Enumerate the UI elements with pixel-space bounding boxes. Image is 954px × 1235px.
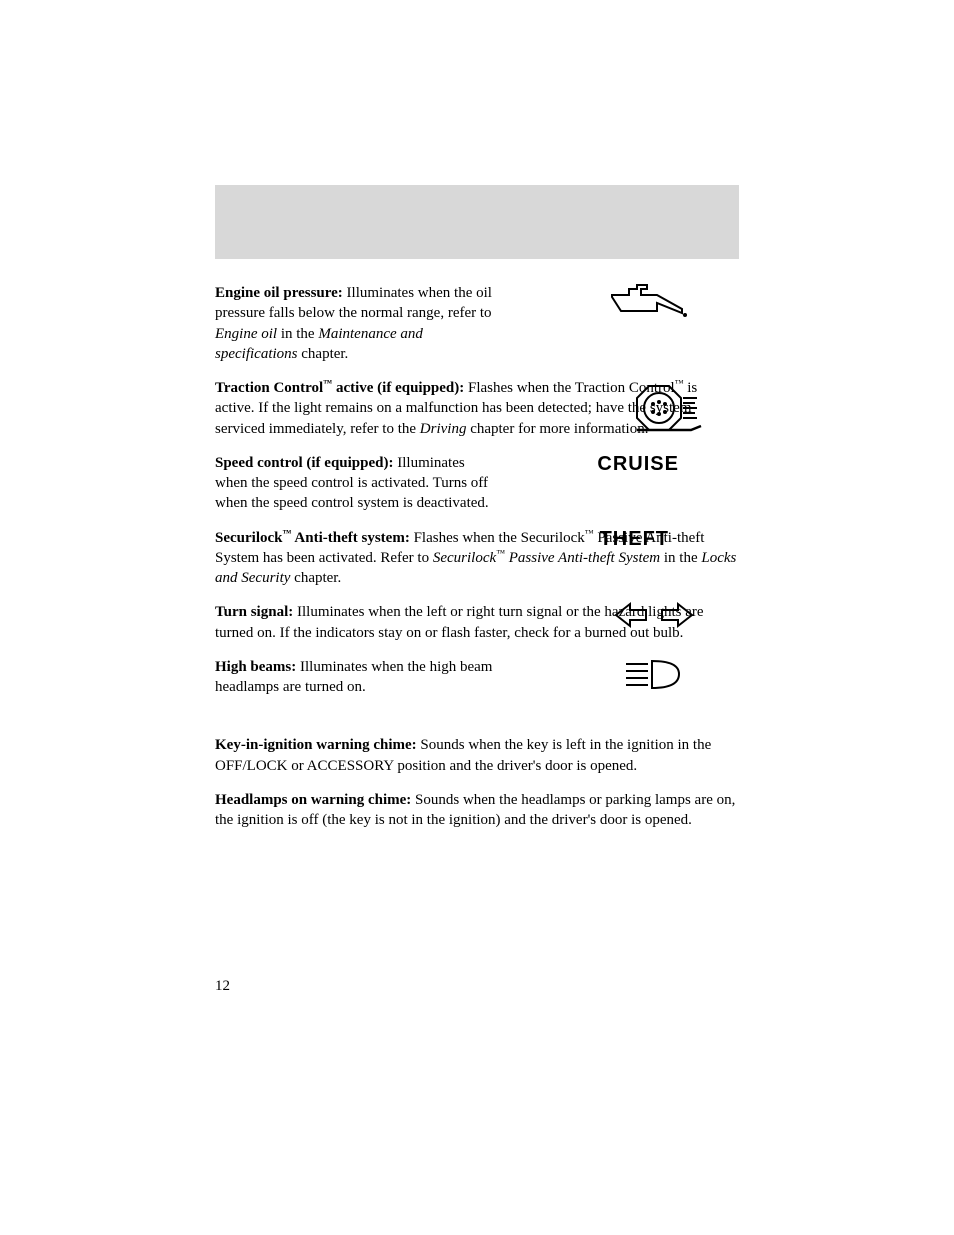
theft-label-icon: THEFT	[600, 528, 669, 551]
label: Securilock™ Anti-theft system:	[215, 530, 410, 546]
section-text: Key-in-ignition warning chime: Sounds wh…	[215, 735, 739, 776]
section-high-beams: High beams: Illuminates when the high be…	[215, 657, 739, 698]
traction-control-icon	[619, 378, 709, 443]
label: Key-in-ignition warning chime:	[215, 737, 417, 753]
label: Traction Control™ active (if equipped):	[215, 380, 464, 396]
label: Engine oil pressure:	[215, 285, 343, 301]
section-headlamp-chime: Headlamps on warning chime: Sounds when …	[215, 790, 739, 831]
label: Speed control (if equipped):	[215, 455, 393, 471]
section-traction: Traction Control™ active (if equipped): …	[215, 378, 739, 439]
section-key-chime: Key-in-ignition warning chime: Sounds wh…	[215, 735, 739, 776]
section-turn-signal: Turn signal: Illuminates when the left o…	[215, 602, 739, 643]
oil-can-icon	[609, 283, 689, 323]
section-text: High beams: Illuminates when the high be…	[215, 657, 495, 698]
turn-signal-icon	[614, 600, 694, 635]
high-beam-icon	[624, 657, 684, 697]
label: Headlamps on warning chime:	[215, 792, 411, 808]
section-securilock: Securilock™ Anti-theft system: Flashes w…	[215, 528, 739, 589]
label: High beams:	[215, 659, 296, 675]
page-content: Engine oil pressure: Illuminates when th…	[0, 0, 954, 830]
section-engine-oil: Engine oil pressure: Illuminates when th…	[215, 283, 739, 364]
section-text: Speed control (if equipped): Illuminates…	[215, 453, 495, 514]
label: Turn signal:	[215, 604, 293, 620]
section-speed-control: Speed control (if equipped): Illuminates…	[215, 453, 739, 514]
section-text: Engine oil pressure: Illuminates when th…	[215, 283, 495, 364]
section-text: Headlamps on warning chime: Sounds when …	[215, 790, 739, 831]
header-bar	[215, 185, 739, 259]
cruise-label-icon: CRUISE	[597, 453, 679, 476]
page-number: 12	[215, 978, 230, 995]
